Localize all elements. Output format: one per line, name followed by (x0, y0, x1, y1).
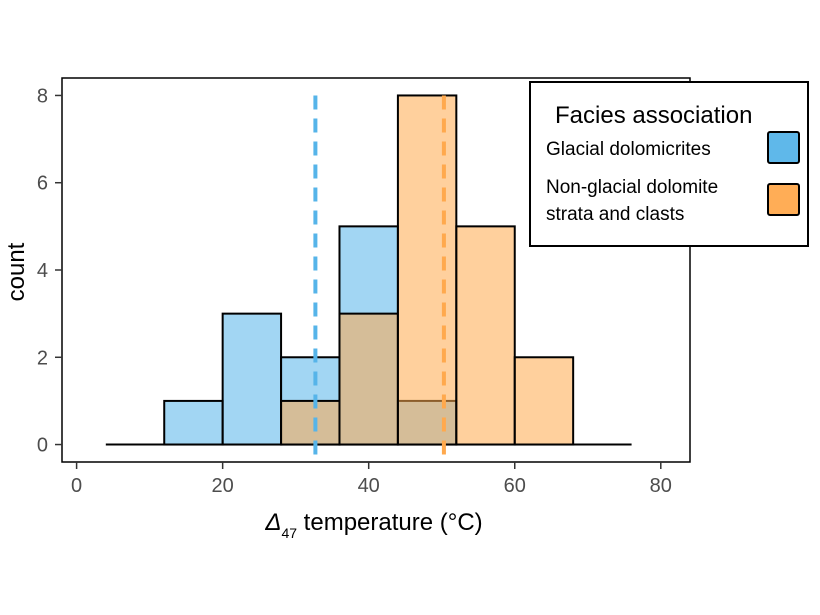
y-tick-label: 4 (37, 260, 48, 282)
y-axis-title: count (3, 242, 30, 301)
y-tick-label: 0 (37, 435, 48, 457)
histogram-bar (396, 94, 458, 446)
x-tick-label: 80 (650, 475, 672, 497)
legend-label: strata and clasts (546, 204, 684, 225)
histogram-bar (455, 225, 516, 446)
legend-label: Glacial dolomicrites (546, 139, 711, 160)
x-axis-title-subscript: 47 (281, 525, 297, 541)
legend-label: Non-glacial dolomite (546, 177, 718, 198)
histogram-bar (513, 356, 575, 446)
x-tick-label: 60 (504, 475, 526, 497)
x-axis-title-text: temperature (°C) (297, 509, 483, 536)
histogram-bar (221, 312, 283, 446)
mean-lines (313, 95, 446, 462)
histogram-bar (163, 399, 224, 446)
x-axis: 0 20 40 60 80 (71, 462, 672, 497)
y-tick-label: 8 (37, 85, 48, 107)
legend-entries: Glacial dolomicrites Non-glacial dolomite… (546, 131, 800, 225)
y-tick-label: 2 (37, 347, 48, 369)
y-axis: 0 2 4 6 8 (37, 85, 62, 457)
legend-key (767, 131, 800, 164)
x-tick-label: 20 (212, 475, 234, 497)
histogram-bar (338, 312, 399, 446)
legend-box (529, 81, 809, 247)
x-axis-title: Δ47 temperature (°C) (264, 509, 482, 541)
x-tick-label: 0 (71, 475, 82, 497)
histogram-bar (280, 399, 341, 446)
legend-title: Facies association (555, 102, 752, 129)
legend-key (767, 183, 800, 216)
x-axis-title-symbol: Δ (264, 509, 281, 536)
legend: Facies association Glacial dolomicrites N… (529, 81, 809, 247)
y-tick-label: 6 (37, 173, 48, 195)
x-tick-label: 40 (358, 475, 380, 497)
